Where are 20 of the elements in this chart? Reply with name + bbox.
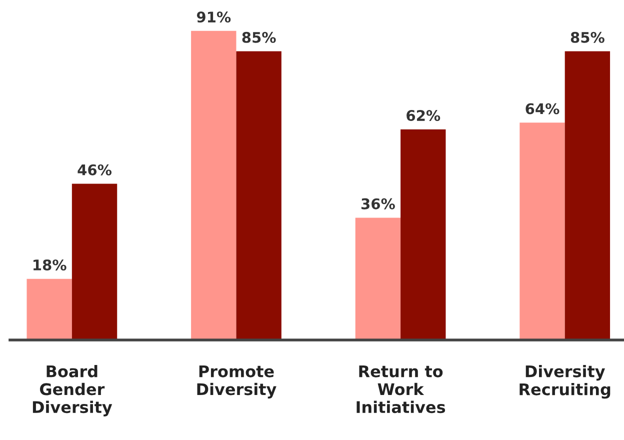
data-label: 64% bbox=[526, 103, 560, 114]
bar bbox=[26, 278, 72, 340]
x-tick-label: Return to Work Initiatives bbox=[356, 365, 446, 414]
bar bbox=[520, 122, 565, 340]
data-label: 36% bbox=[361, 198, 395, 210]
x-tick-label: Board Gender Diversity bbox=[32, 365, 112, 416]
bar bbox=[191, 30, 236, 340]
bar bbox=[400, 129, 446, 340]
bar bbox=[564, 51, 610, 340]
x-tick-label: Diversity Recruiting bbox=[520, 365, 610, 399]
bar bbox=[355, 218, 401, 340]
data-label: 62% bbox=[406, 110, 440, 122]
data-label: 91% bbox=[196, 11, 231, 23]
bar bbox=[236, 51, 282, 340]
bar bbox=[72, 184, 118, 340]
data-label: 85% bbox=[570, 32, 604, 43]
data-label: 46% bbox=[78, 164, 112, 176]
data-label: 85% bbox=[242, 32, 276, 43]
data-label: 18% bbox=[34, 259, 66, 270]
x-tick-label: Promote Diversity bbox=[197, 365, 276, 398]
